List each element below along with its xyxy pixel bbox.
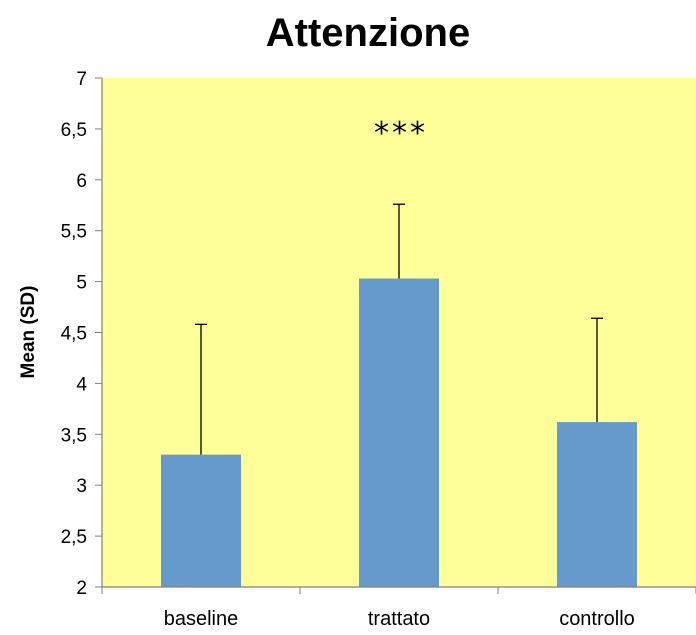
y-tick-label: 2,5 [61,527,87,548]
y-axis-label: Mean (SD) [18,286,39,379]
y-tick-label: 6,5 [61,120,87,141]
y-tick-label: 4,5 [61,324,87,345]
significance-annotation: *** [374,116,428,151]
bar-trattato [359,278,439,587]
y-tick-label: 2 [76,578,87,599]
y-tick-label: 3,5 [61,425,87,446]
x-axis-category-labels: baseline trattato controllo [164,608,635,630]
category-label-controllo: controllo [559,608,635,630]
y-axis-ticks: 2 2,5 3 3,5 4 4,5 5 5,5 6 6,5 7 [61,69,696,599]
y-tick-label: 6 [76,171,87,192]
y-tick-label: 4 [76,374,87,395]
bars [161,278,637,587]
y-tick-label: 5 [76,273,87,294]
y-tick-label: 7 [76,69,87,90]
y-tick-label: 5,5 [61,222,87,243]
category-label-trattato: trattato [368,608,430,630]
category-label-baseline: baseline [164,608,239,630]
bar-baseline [161,454,241,587]
y-tick-label: 3 [76,476,87,497]
error-bars [195,203,603,455]
chart-title: Attenzione [266,11,470,55]
annotations: *** [374,116,428,151]
bar-controllo [557,422,637,587]
